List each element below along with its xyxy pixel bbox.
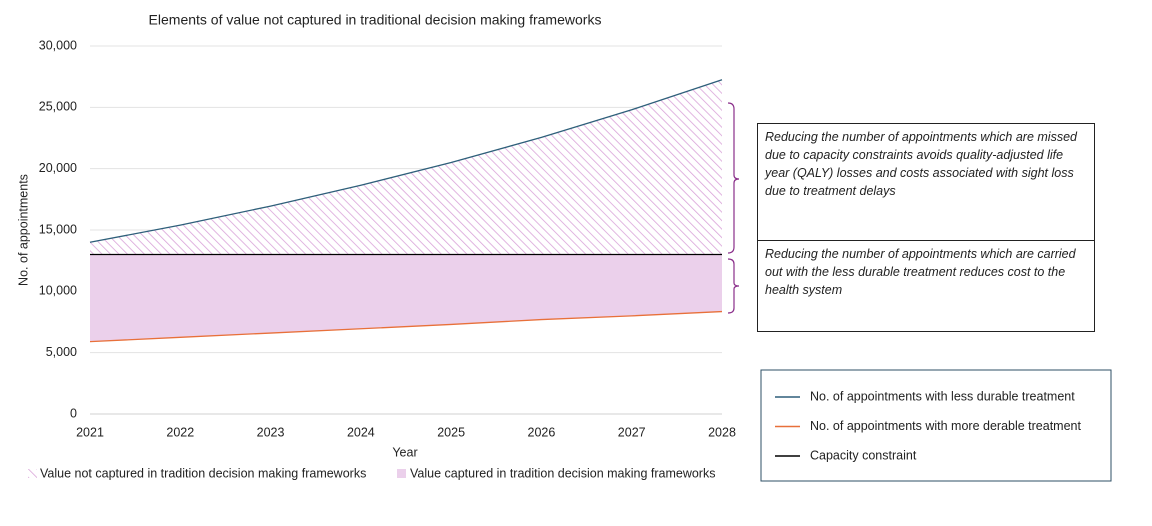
bracket: [727, 258, 740, 314]
y-tick-label: 10,000: [39, 284, 77, 298]
line: [89, 310, 723, 343]
area: [90, 79, 722, 255]
area: [90, 254, 722, 342]
x-tick-label: 2024: [347, 425, 375, 439]
annotation: Reducing the number of appointments whic…: [757, 123, 1095, 241]
legend-box: [760, 369, 1112, 482]
annotation: Reducing the number of appointments whic…: [757, 240, 1095, 332]
x-tick-label: 2022: [166, 425, 194, 439]
x-tick-label: 2023: [257, 425, 285, 439]
y-tick-label: 5,000: [46, 345, 77, 359]
chart-title: Elements of value not captured in tradit…: [149, 12, 602, 28]
x-tick-label: 2027: [618, 425, 646, 439]
x-tick-label: 2025: [437, 425, 465, 439]
x-tick-label: 2028: [708, 425, 736, 439]
bracket: [727, 102, 740, 254]
x-tick-label: 2021: [76, 425, 104, 439]
line: [89, 79, 723, 243]
legend-label: No. of appointments with less durable tr…: [810, 389, 1075, 403]
legend-label: Value not captured in tradition decision…: [40, 466, 366, 480]
legend-label: Value captured in tradition decision mak…: [410, 466, 715, 480]
y-tick-label: 20,000: [39, 161, 77, 175]
legend-swatch: [28, 469, 37, 478]
x-tick-label: 2026: [528, 425, 556, 439]
y-tick-label: 30,000: [39, 38, 77, 52]
y-axis-label: No. of appointments: [16, 174, 30, 286]
x-axis-label: Year: [392, 445, 417, 459]
legend-swatch: [397, 469, 406, 478]
legend-label: Capacity constraint: [810, 448, 917, 462]
y-tick-label: 15,000: [39, 222, 77, 236]
y-tick-label: 0: [70, 406, 77, 420]
y-tick-label: 25,000: [39, 100, 77, 114]
legend-label: No. of appointments with more derable tr…: [810, 419, 1081, 433]
